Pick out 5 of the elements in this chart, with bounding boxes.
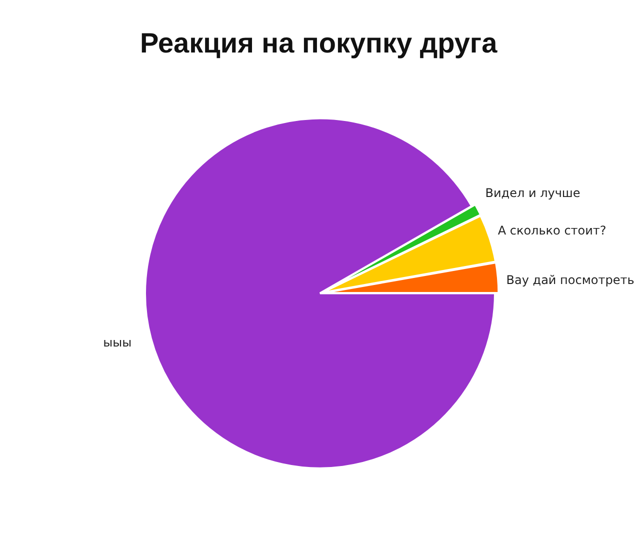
slice-label: ыыы bbox=[103, 336, 132, 350]
slice-label: Вау дай посмотреть bbox=[506, 272, 634, 287]
chart-title: Реакция на покупку друга bbox=[140, 28, 498, 59]
slice-label: А сколько стоит? bbox=[498, 224, 606, 238]
slice-label: Видел и лучше bbox=[485, 186, 580, 200]
